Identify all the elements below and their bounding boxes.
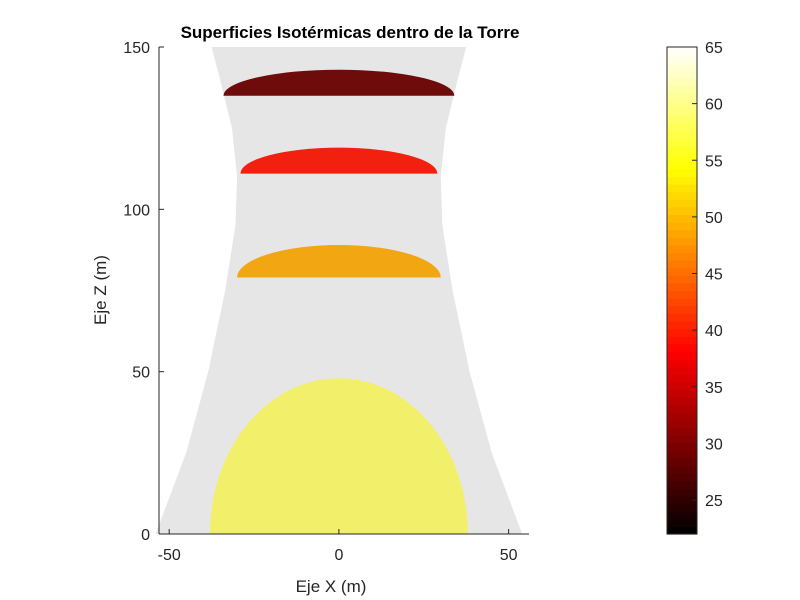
colorbar-band bbox=[667, 473, 697, 482]
colorbar-band bbox=[667, 275, 697, 284]
colorbar-band bbox=[667, 252, 697, 261]
colorbar: 25 30 35 40 45 50 55 60 65 bbox=[666, 40, 723, 535]
colorbar-band bbox=[667, 381, 697, 391]
isosurface-2 bbox=[237, 245, 441, 278]
colorbar-band bbox=[667, 328, 697, 337]
colorbar-tick-label: 40 bbox=[705, 323, 723, 340]
colorbar-gradient bbox=[667, 47, 697, 535]
axes: -50 0 50 0 50 100 150 bbox=[123, 40, 529, 564]
colorbar-band bbox=[667, 237, 697, 246]
isosurface-1 bbox=[209, 378, 468, 534]
y-ticks: 0 50 100 150 bbox=[123, 40, 164, 544]
colorbar-band bbox=[667, 92, 697, 101]
colorbar-band bbox=[667, 526, 697, 535]
colorbar-band bbox=[667, 305, 697, 314]
colorbar-band bbox=[667, 69, 697, 79]
colorbar-tick-label: 60 bbox=[705, 97, 723, 114]
colorbar-band bbox=[667, 343, 697, 352]
colorbar-tick-label: 30 bbox=[705, 436, 723, 453]
colorbar-band bbox=[667, 47, 697, 56]
colorbar-band bbox=[667, 176, 697, 185]
colorbar-band bbox=[667, 518, 697, 527]
colorbar-band bbox=[667, 511, 697, 520]
colorbar-band bbox=[667, 62, 697, 71]
colorbar-band bbox=[667, 298, 697, 307]
colorbar-tick-label: 65 bbox=[705, 40, 723, 57]
y-tick-label: 50 bbox=[132, 365, 150, 382]
colorbar-band bbox=[667, 290, 697, 299]
colorbar-band bbox=[667, 100, 697, 109]
colorbar-band bbox=[667, 366, 697, 375]
colorbar-band bbox=[667, 191, 697, 200]
colorbar-frame bbox=[666, 46, 698, 535]
colorbar-band bbox=[667, 199, 697, 208]
colorbar-band bbox=[667, 107, 697, 117]
colorbar-band bbox=[667, 488, 697, 497]
colorbar-band bbox=[667, 214, 697, 223]
isosurfaces bbox=[209, 69, 468, 534]
colorbar-band bbox=[667, 168, 697, 177]
colorbar-band bbox=[667, 260, 697, 269]
colorbar-band bbox=[667, 229, 697, 238]
colorbar-band bbox=[667, 465, 697, 474]
colorbar-band bbox=[667, 282, 697, 292]
chart-title: Superficies Isotérmicas dentro de la Tor… bbox=[181, 23, 520, 42]
colorbar-band bbox=[667, 404, 697, 413]
colorbar-tick-label: 35 bbox=[705, 380, 723, 397]
colorbar-band bbox=[667, 153, 697, 162]
x-tick-label: 0 bbox=[334, 547, 343, 564]
colorbar-band bbox=[667, 442, 697, 451]
colorbar-band bbox=[667, 161, 697, 170]
y-tick-label: 150 bbox=[123, 40, 150, 57]
y-tick-label: 0 bbox=[141, 527, 150, 544]
colorbar-band bbox=[667, 77, 697, 86]
colorbar-ticks: 25 30 35 40 45 50 55 60 65 bbox=[692, 40, 723, 510]
isosurface-3 bbox=[240, 147, 438, 174]
colorbar-band bbox=[667, 267, 697, 276]
colorbar-band bbox=[667, 397, 697, 406]
colorbar-band bbox=[667, 244, 697, 254]
colorbar-band bbox=[667, 320, 697, 330]
colorbar-band bbox=[667, 222, 697, 231]
colorbar-tick-label: 25 bbox=[705, 493, 723, 510]
colorbar-band bbox=[667, 123, 697, 132]
colorbar-band bbox=[667, 206, 697, 216]
colorbar-band bbox=[667, 358, 697, 368]
colorbar-band bbox=[667, 374, 697, 383]
colorbar-band bbox=[667, 54, 697, 63]
colorbar-band bbox=[667, 336, 697, 345]
colorbar-band bbox=[667, 480, 697, 489]
colorbar-band bbox=[667, 427, 697, 436]
colorbar-band bbox=[667, 183, 697, 193]
colorbar-band bbox=[667, 503, 697, 512]
colorbar-band bbox=[667, 419, 697, 429]
colorbar-band bbox=[667, 450, 697, 459]
colorbar-tick-label: 55 bbox=[705, 153, 723, 170]
x-tick-label: 50 bbox=[500, 547, 518, 564]
colorbar-band bbox=[667, 457, 697, 467]
colorbar-band bbox=[667, 130, 697, 139]
colorbar-band bbox=[667, 115, 697, 124]
plot-area bbox=[155, 47, 523, 534]
x-tick-label: -50 bbox=[158, 547, 181, 564]
colorbar-band bbox=[667, 138, 697, 147]
colorbar-band bbox=[667, 435, 697, 444]
isosurface-4 bbox=[223, 69, 455, 96]
colorbar-band bbox=[667, 495, 697, 505]
y-tick-label: 100 bbox=[123, 202, 150, 219]
y-axis-label: Eje Z (m) bbox=[91, 255, 110, 325]
x-axis-label: Eje X (m) bbox=[296, 577, 367, 596]
colorbar-band bbox=[667, 351, 697, 360]
colorbar-tick-label: 50 bbox=[705, 210, 723, 227]
x-ticks: -50 0 50 bbox=[158, 529, 518, 564]
colorbar-band bbox=[667, 313, 697, 322]
colorbar-tick-label: 45 bbox=[705, 267, 723, 284]
colorbar-band bbox=[667, 85, 697, 94]
colorbar-band bbox=[667, 389, 697, 398]
colorbar-band bbox=[667, 145, 697, 155]
colorbar-band bbox=[667, 412, 697, 421]
